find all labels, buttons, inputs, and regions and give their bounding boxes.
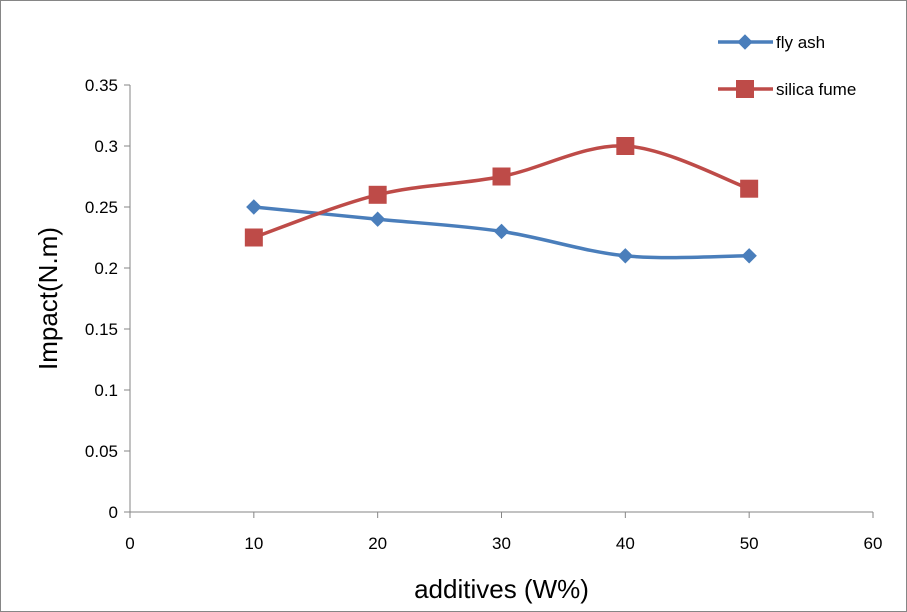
data-point-silica-fume	[740, 179, 759, 198]
series-layer	[244, 137, 759, 264]
y-axis-title: Impact(N.m)	[33, 227, 63, 370]
x-tick-label: 10	[244, 534, 263, 553]
x-tick-label: 50	[740, 534, 759, 553]
x-tick-label: 60	[864, 534, 883, 553]
series-fly-ash	[246, 199, 757, 264]
data-point-fly-ash	[246, 199, 262, 215]
series-silica-fume	[244, 137, 759, 247]
legend-item-silica-fume: silica fume	[718, 80, 856, 99]
legend-item-fly-ash: fly ash	[718, 33, 825, 52]
data-point-silica-fume	[368, 185, 387, 204]
legend: fly ash silica fume	[718, 33, 856, 99]
legend-label-silica-fume: silica fume	[776, 80, 856, 99]
data-point-silica-fume	[244, 228, 263, 247]
y-tick-label: 0.25	[85, 198, 118, 217]
y-tick-label: 0.05	[85, 442, 118, 461]
data-point-fly-ash	[493, 223, 510, 240]
data-point-fly-ash	[741, 248, 757, 264]
data-point-fly-ash	[617, 248, 634, 264]
data-point-silica-fume	[616, 137, 635, 155]
x-tick-label: 20	[368, 534, 387, 553]
y-tick-label: 0.3	[94, 137, 118, 156]
y-tick-label: 0.35	[85, 76, 118, 95]
axes: 0 0.05 0.1 0.15 0.2 0.25 0.3 0.35 0 10 20 30 40 50 60	[85, 76, 883, 553]
y-tick-label: 0.15	[85, 320, 118, 339]
legend-marker-fly-ash	[737, 34, 753, 50]
x-tick-label: 30	[492, 534, 511, 553]
legend-label-fly-ash: fly ash	[776, 33, 825, 52]
x-axis-title: additives (W%)	[414, 574, 589, 604]
y-tick-label: 0	[109, 503, 118, 522]
data-point-silica-fume	[492, 167, 511, 186]
x-tick-label: 40	[616, 534, 635, 553]
legend-marker-silica-fume	[736, 80, 754, 98]
x-tick-label: 0	[125, 534, 134, 553]
y-tick-label: 0.1	[94, 381, 118, 400]
y-tick-label: 0.2	[94, 259, 118, 278]
data-point-fly-ash	[369, 211, 386, 227]
